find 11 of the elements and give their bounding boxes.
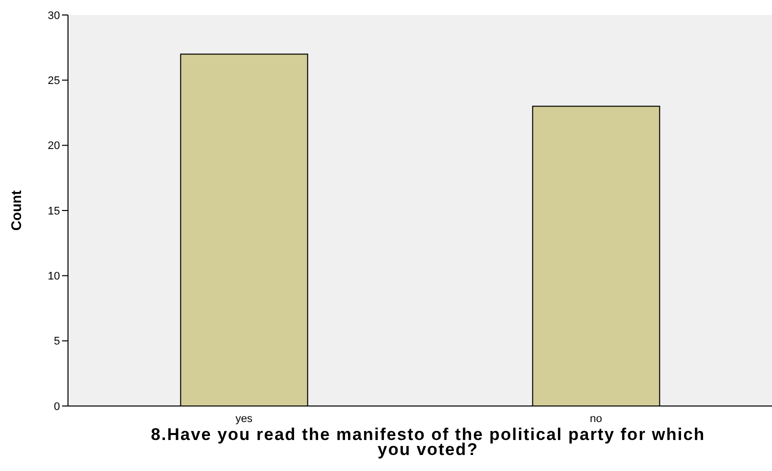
x-tick-label: no	[590, 412, 602, 425]
y-tick-label: 20	[48, 140, 60, 152]
y-tick-label: 10	[48, 270, 60, 283]
y-tick-label: 15	[48, 205, 60, 218]
y-axis-title: Count	[8, 190, 24, 231]
y-tick-label: 5	[54, 336, 60, 348]
x-axis-title: 8.Have you read the manifesto of the political party for which you voted?	[150, 425, 706, 459]
x-tick-label: yes	[235, 412, 254, 425]
y-tick-label: 30	[48, 10, 60, 22]
y-tick-label: 25	[48, 75, 60, 88]
y-tick-label: 0	[54, 400, 60, 413]
